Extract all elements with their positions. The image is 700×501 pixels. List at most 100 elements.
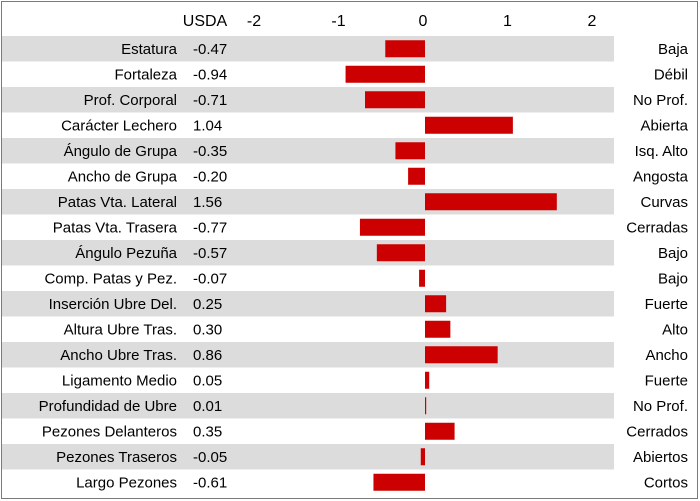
trait-label: Ligamento Medio — [62, 372, 177, 389]
trait-row: Ángulo de Grupa -0.35 Isq. Alto — [64, 142, 688, 160]
trait-label: Ancho Ubre Tras. — [60, 347, 177, 364]
trait-label: Pezones Delanteros — [42, 423, 177, 440]
trait-value: -0.05 — [193, 449, 227, 466]
trait-bar — [345, 65, 425, 83]
trait-bar — [365, 91, 425, 109]
trait-descriptor: Débil — [654, 66, 688, 83]
trait-bar — [419, 269, 425, 287]
trait-bar — [408, 167, 425, 185]
trait-row: Fortaleza -0.94 Débil — [114, 65, 688, 83]
chart-header: USDA -2 -1 0 1 2 — [183, 13, 597, 30]
trait-row: Pezones Delanteros 0.35 Cerrados — [42, 422, 688, 440]
trait-descriptor: Cerrados — [626, 423, 688, 440]
trait-rows: Estatura -0.47 Baja Fortaleza -0.94 Débil Prof… — [39, 40, 689, 491]
trait-value: 0.30 — [193, 321, 222, 338]
trait-bar — [425, 371, 430, 389]
x-tick-label: 0 — [419, 13, 428, 30]
trait-row: Largo Pezones -0.61 Cortos — [76, 473, 688, 491]
row-stripe — [2, 342, 614, 368]
trait-value: 0.35 — [193, 423, 222, 440]
trait-value: -0.47 — [193, 41, 227, 58]
trait-bar — [425, 397, 427, 415]
trait-row: Patas Vta. Lateral 1.56 Curvas — [58, 193, 688, 211]
trait-descriptor: Curvas — [640, 194, 688, 211]
trait-bar — [359, 218, 425, 236]
trait-value: 1.56 — [193, 194, 222, 211]
trait-row: Altura Ubre Tras. 0.30 Alto — [64, 320, 688, 338]
trait-descriptor: Angosta — [633, 168, 689, 185]
trait-row: Pezones Traseros -0.05 Abiertos — [56, 448, 688, 466]
trait-bar — [420, 448, 425, 466]
trait-value: -0.61 — [193, 474, 227, 491]
trait-value: 0.25 — [193, 296, 222, 313]
trait-bar — [395, 142, 425, 160]
trait-row: Ancho de Grupa -0.20 Angosta — [68, 167, 689, 185]
trait-value: -0.07 — [193, 270, 227, 287]
trait-row: Ángulo Pezuña -0.57 Bajo — [75, 244, 688, 262]
trait-row: Ligamento Medio 0.05 Fuerte — [62, 371, 688, 389]
trait-value: 0.86 — [193, 347, 222, 364]
trait-descriptor: Alto — [662, 321, 688, 338]
trait-label: Patas Vta. Trasera — [53, 219, 178, 236]
x-axis-ticks: -2 -1 0 1 2 — [247, 13, 597, 30]
trait-bar — [425, 116, 513, 134]
trait-descriptor: Baja — [658, 41, 689, 58]
trait-descriptor: Cerradas — [626, 219, 688, 236]
trait-bar — [425, 295, 447, 313]
trait-label: Ancho de Grupa — [68, 168, 178, 185]
trait-row: Profundidad de Ubre 0.01 No Prof. — [39, 397, 688, 415]
trait-descriptor: No Prof. — [633, 92, 688, 109]
trait-label: Altura Ubre Tras. — [64, 321, 177, 338]
trait-value: -0.20 — [193, 168, 227, 185]
trait-bar — [373, 473, 425, 491]
trait-value: -0.57 — [193, 245, 227, 262]
trait-label: Largo Pezones — [76, 474, 177, 491]
trait-descriptor: Abiertos — [633, 449, 688, 466]
trait-descriptor: No Prof. — [633, 398, 688, 415]
trait-row: Prof. Corporal -0.71 No Prof. — [84, 91, 688, 109]
trait-bar — [376, 244, 425, 262]
row-stripe — [2, 240, 614, 266]
row-stripe — [2, 291, 614, 317]
trait-value: -0.71 — [193, 92, 227, 109]
trait-value: -0.77 — [193, 219, 227, 236]
trait-label: Fortaleza — [114, 66, 177, 83]
trait-value: 0.05 — [193, 372, 222, 389]
trait-label: Ángulo Pezuña — [75, 245, 177, 262]
trait-row: Patas Vta. Trasera -0.77 Cerradas — [53, 218, 688, 236]
trait-descriptor: Abierta — [640, 117, 688, 134]
trait-descriptor: Fuerte — [645, 372, 688, 389]
trait-descriptor: Ancho — [645, 347, 688, 364]
x-tick-label: 1 — [503, 13, 512, 30]
row-stripe — [2, 36, 614, 62]
trait-bar — [425, 193, 557, 211]
x-tick-label: -1 — [331, 13, 345, 30]
trait-label: Estatura — [121, 41, 178, 58]
trait-bar — [385, 40, 425, 58]
trait-label: Inserción Ubre Del. — [49, 296, 177, 313]
trait-value: 1.04 — [193, 117, 222, 134]
value-column-header: USDA — [183, 13, 228, 30]
trait-row: Comp. Patas y Pez. -0.07 Bajo — [44, 269, 688, 287]
row-stripe — [2, 393, 614, 419]
trait-descriptor: Fuerte — [645, 296, 688, 313]
trait-descriptor: Isq. Alto — [635, 143, 688, 160]
trait-descriptor: Cortos — [644, 474, 688, 491]
trait-label: Profundidad de Ubre — [39, 398, 177, 415]
trait-label: Carácter Lechero — [61, 117, 177, 134]
trait-row: Carácter Lechero 1.04 Abierta — [61, 116, 689, 134]
trait-value: -0.94 — [193, 66, 227, 83]
trait-label: Prof. Corporal — [84, 92, 177, 109]
row-stripe — [2, 87, 614, 113]
trait-label: Patas Vta. Lateral — [58, 194, 177, 211]
trait-row: Inserción Ubre Del. 0.25 Fuerte — [49, 295, 688, 313]
row-stripe — [2, 138, 614, 164]
trait-bar — [425, 422, 455, 440]
trait-label: Comp. Patas y Pez. — [44, 270, 177, 287]
trait-value: -0.35 — [193, 143, 227, 160]
trait-row: Ancho Ubre Tras. 0.86 Ancho — [60, 346, 688, 364]
row-stripe — [2, 444, 614, 470]
x-tick-label: -2 — [247, 13, 261, 30]
